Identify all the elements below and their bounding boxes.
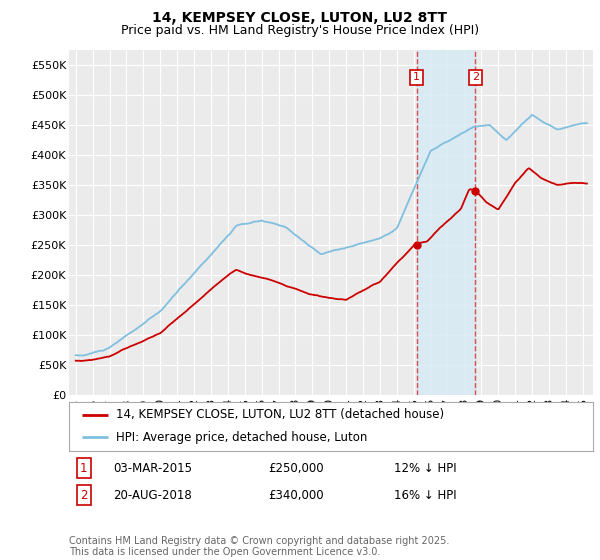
Text: 2: 2 (472, 72, 479, 82)
Text: 03-MAR-2015: 03-MAR-2015 (113, 461, 193, 475)
Text: 1: 1 (413, 72, 420, 82)
Text: £340,000: £340,000 (268, 488, 323, 502)
Text: 14, KEMPSEY CLOSE, LUTON, LU2 8TT (detached house): 14, KEMPSEY CLOSE, LUTON, LU2 8TT (detac… (116, 408, 444, 421)
Text: Price paid vs. HM Land Registry's House Price Index (HPI): Price paid vs. HM Land Registry's House … (121, 24, 479, 36)
Text: 2: 2 (80, 488, 88, 502)
Text: 20-AUG-2018: 20-AUG-2018 (113, 488, 192, 502)
Text: Contains HM Land Registry data © Crown copyright and database right 2025.
This d: Contains HM Land Registry data © Crown c… (69, 535, 449, 557)
Text: 1: 1 (80, 461, 88, 475)
Text: 16% ↓ HPI: 16% ↓ HPI (394, 488, 457, 502)
Text: 14, KEMPSEY CLOSE, LUTON, LU2 8TT: 14, KEMPSEY CLOSE, LUTON, LU2 8TT (152, 11, 448, 25)
Bar (416, 50, 475, 395)
Text: HPI: Average price, detached house, Luton: HPI: Average price, detached house, Luto… (116, 431, 368, 444)
Text: £250,000: £250,000 (268, 461, 323, 475)
Text: 12% ↓ HPI: 12% ↓ HPI (394, 461, 457, 475)
